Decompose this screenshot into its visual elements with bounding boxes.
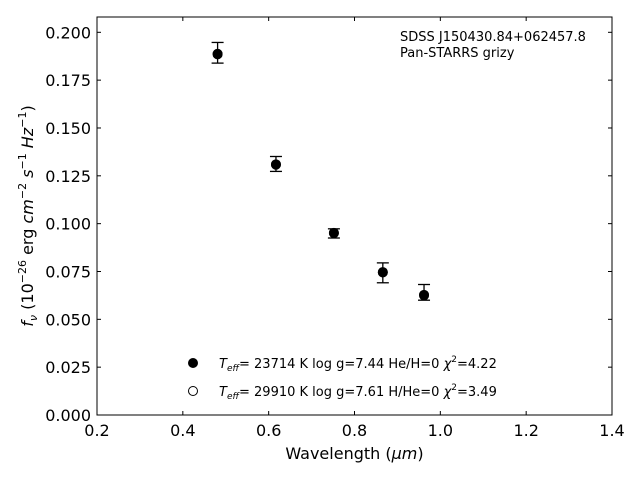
model-2-point	[328, 228, 339, 239]
legend-label-model-1: Teff= 23714 K log g=7.44 He/H=0 χ2=4.22	[219, 355, 497, 374]
model-2-point	[377, 267, 388, 278]
x-tick-label: 0.4	[170, 421, 195, 440]
data-points	[212, 48, 430, 301]
annotation-survey-name: Pan-STARRS grizy	[400, 46, 515, 61]
x-axis-label: Wavelength (μm)	[285, 444, 423, 463]
y-axis-ticks: 0.000 0.025 0.050 0.075 0.100 0.125 0.150 0.175…	[45, 23, 612, 425]
legend-marker-filled	[188, 358, 198, 368]
y-tick-label: 0.050	[45, 310, 91, 329]
x-tick-label: 0.6	[256, 421, 281, 440]
y-tick-label: 0.075	[45, 262, 91, 281]
annotation-object-name: SDSS J150430.84+062457.8	[400, 30, 586, 45]
x-axis-ticks: 0.2 0.4 0.6 0.8 1.0 1.2 1.4	[84, 17, 625, 440]
x-tick-label: 0.2	[84, 421, 109, 440]
y-tick-label: 0.125	[45, 167, 91, 186]
legend-marker-open	[188, 386, 198, 396]
y-tick-label: 0.200	[45, 23, 91, 42]
x-tick-label: 1.4	[599, 421, 624, 440]
error-bars	[211, 41, 431, 301]
model-2-point	[419, 290, 430, 301]
y-tick-label: 0.100	[45, 215, 91, 234]
model-2-point	[270, 159, 281, 170]
x-tick-label: 0.8	[342, 421, 367, 440]
y-tick-label: 0.150	[45, 119, 91, 138]
y-tick-label: 0.025	[45, 358, 91, 377]
model-2-point	[212, 48, 223, 59]
y-tick-label: 0.175	[45, 71, 91, 90]
plot-frame	[96, 16, 613, 416]
x-tick-label: 1.2	[513, 421, 538, 440]
legend: Teff= 23714 K log g=7.44 He/H=0 χ2=4.22 …	[188, 355, 497, 402]
x-tick-label: 1.0	[428, 421, 453, 440]
legend-label-model-2: Teff= 29910 K log g=7.61 H/He=0 χ2=3.49	[219, 383, 497, 402]
y-tick-label: 0.000	[45, 406, 91, 425]
y-axis-label: fν (10−26 erg cm−2 s−1 Hz−1)	[16, 105, 40, 326]
